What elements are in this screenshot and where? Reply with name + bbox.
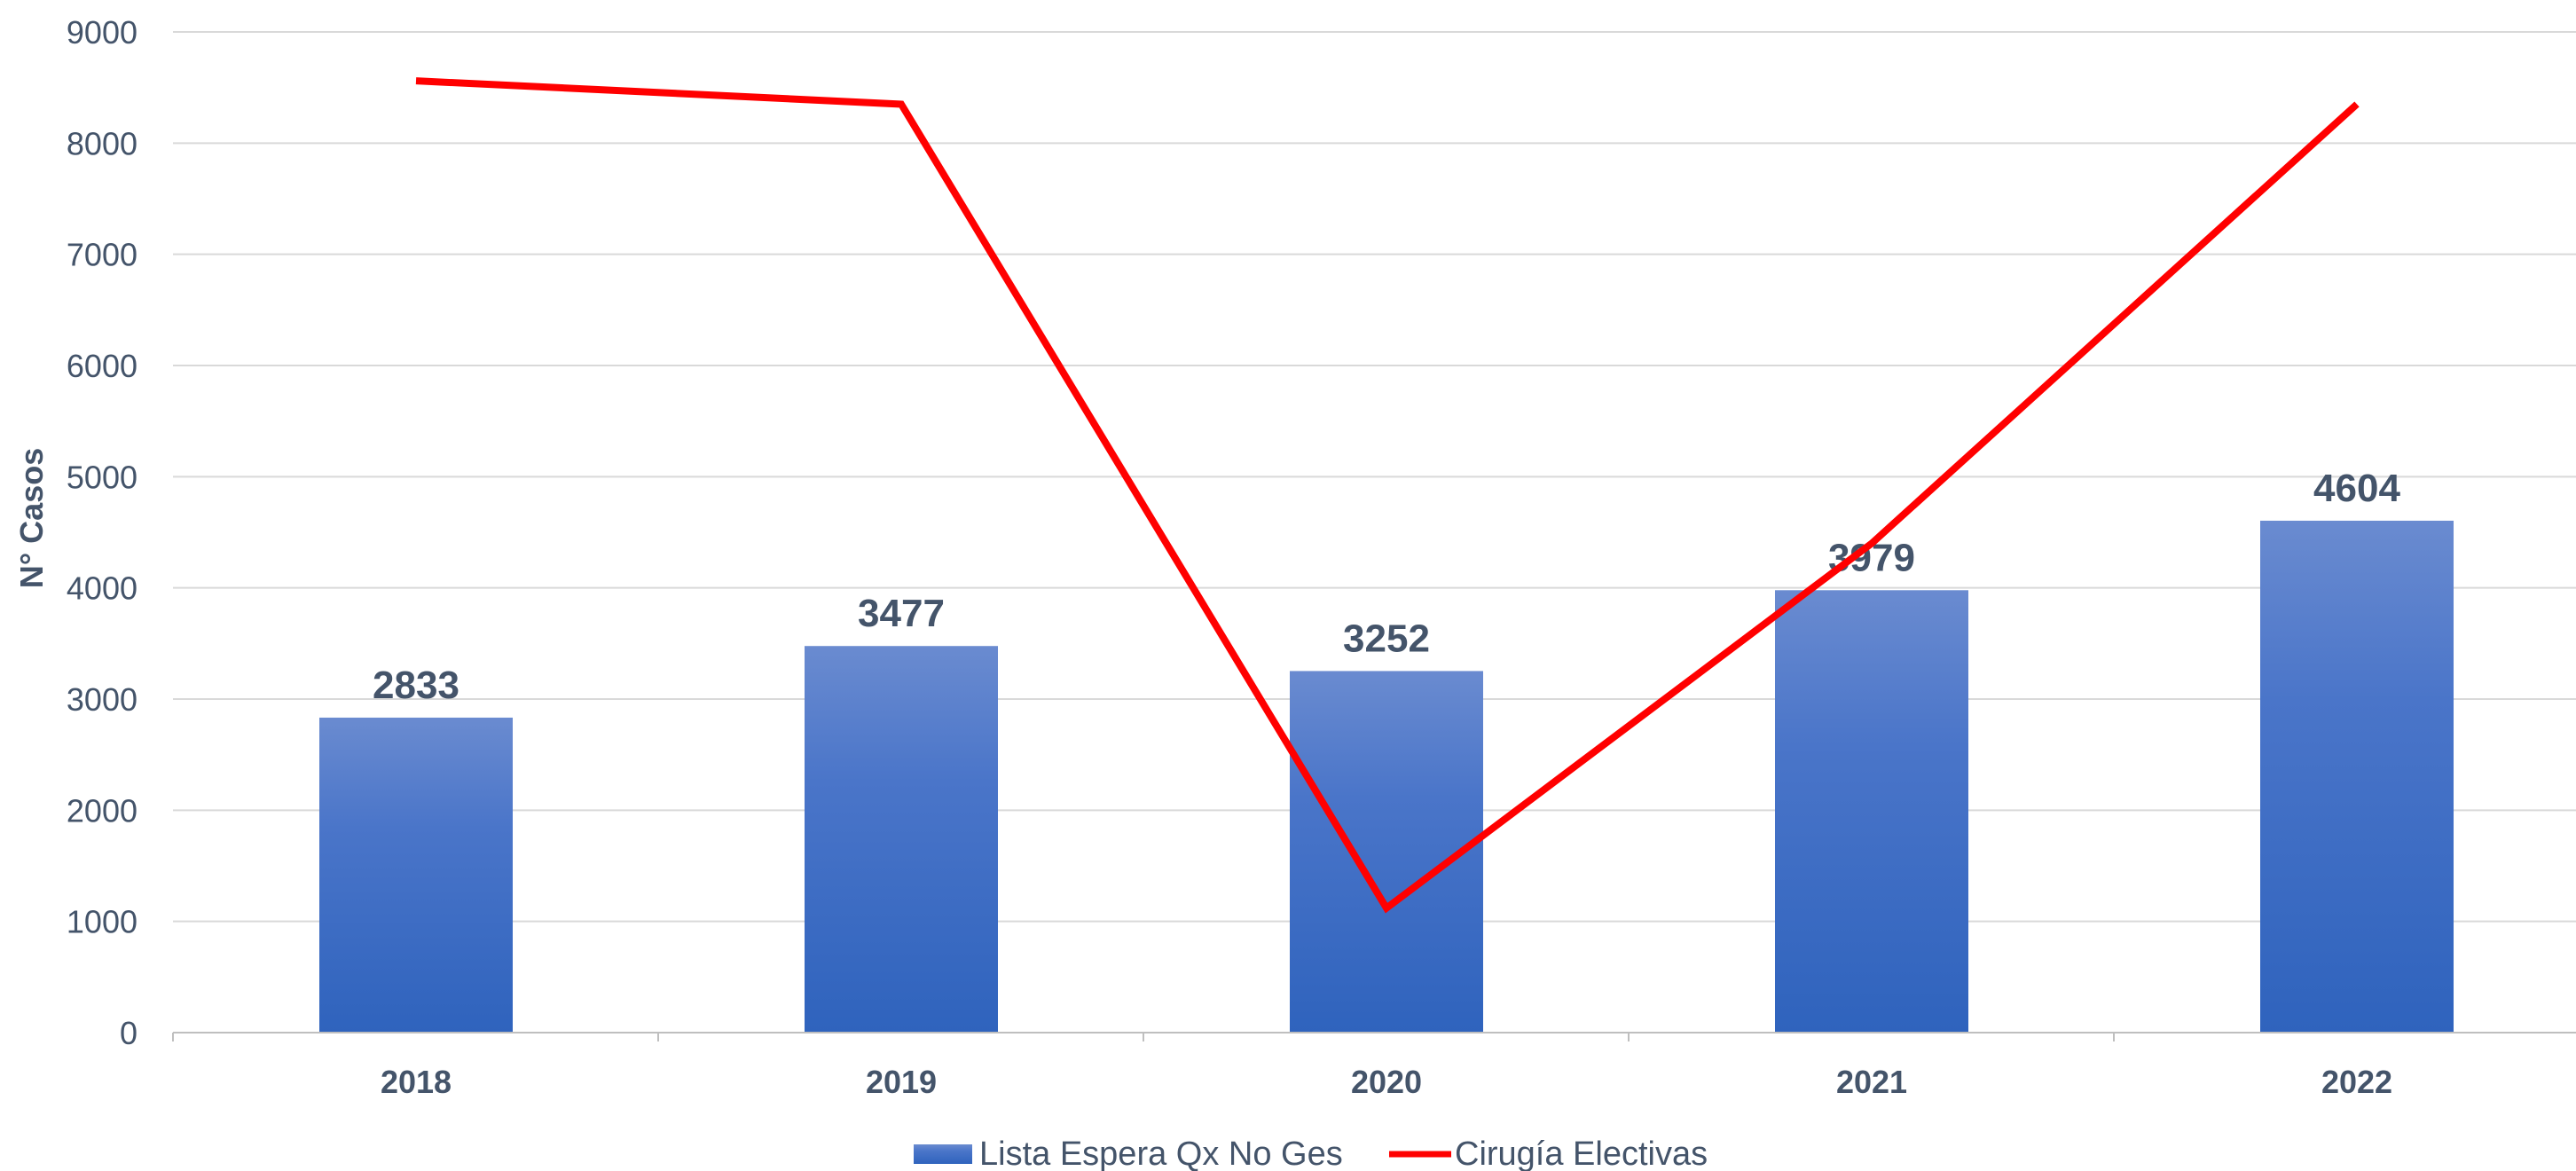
y-tick-label: 6000	[67, 348, 137, 384]
bar-data-label: 3477	[858, 592, 945, 635]
x-axis	[172, 1032, 2576, 1041]
bar-data-label: 4604	[2313, 467, 2400, 510]
gridlines	[173, 31, 2576, 923]
y-tick-label: 1000	[67, 904, 137, 940]
bar	[319, 717, 513, 1033]
x-category-label: 2020	[1351, 1064, 1422, 1100]
y-tick-label: 2000	[67, 792, 137, 829]
line-series-path	[415, 77, 2360, 914]
y-tick-label: 7000	[67, 237, 137, 273]
legend: Lista Espera Qx No Ges Cirugía Electivas	[914, 1136, 1708, 1171]
line-series	[415, 77, 2360, 914]
y-tick-label: 9000	[67, 14, 137, 51]
bar	[1290, 671, 1483, 1033]
bar-data-label: 2833	[373, 664, 459, 707]
y-tick-label: 4000	[67, 570, 137, 607]
y-tick-label: 5000	[67, 459, 137, 495]
bar	[805, 646, 998, 1033]
bar	[1775, 590, 1968, 1033]
bar-data-label: 3252	[1343, 617, 1430, 660]
legend-bar-label: Lista Espera Qx No Ges	[979, 1136, 1343, 1171]
y-tick-label: 3000	[67, 681, 137, 718]
x-axis-categories: 2018 2019 2020 2021 2022	[381, 1064, 2392, 1100]
bar-series	[319, 520, 2454, 1033]
x-category-label: 2019	[866, 1064, 937, 1100]
x-category-label: 2021	[1836, 1064, 1907, 1100]
y-tick-label: 8000	[67, 125, 137, 161]
y-axis-title: N° Casos	[13, 448, 50, 588]
y-axis-ticks: 0 1000 2000 3000 4000 5000 6000 7000 8000 9000	[67, 14, 137, 1051]
bar	[2260, 520, 2454, 1033]
x-category-label: 2022	[2321, 1064, 2392, 1100]
y-tick-label: 0	[120, 1015, 137, 1051]
legend-bar-swatch	[914, 1144, 972, 1164]
legend-line-label: Cirugía Electivas	[1455, 1136, 1708, 1171]
x-category-label: 2018	[381, 1064, 452, 1100]
